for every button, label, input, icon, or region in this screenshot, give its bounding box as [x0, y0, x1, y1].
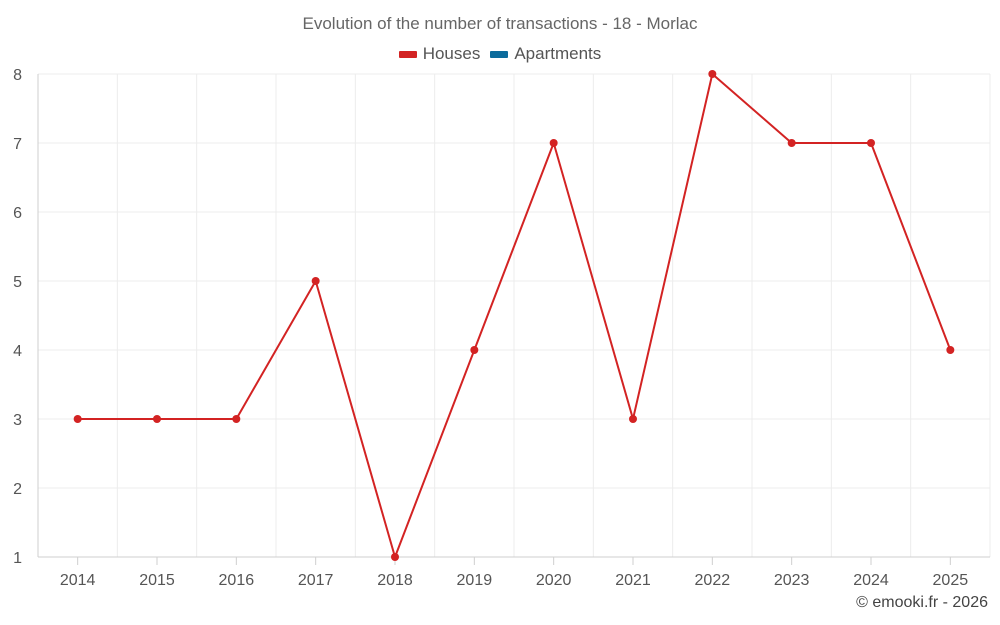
- data-point-houses[interactable]: [232, 415, 241, 423]
- series-layer: [73, 70, 955, 561]
- credit-text: © emooki.fr - 2026: [856, 594, 988, 611]
- x-tick-label: 2019: [457, 572, 493, 589]
- chart-title: Evolution of the number of transactions …: [302, 14, 698, 33]
- legend-item-houses[interactable]: Houses: [398, 44, 481, 64]
- legend: Houses Apartments: [0, 44, 1000, 64]
- y-tick-label: 4: [13, 343, 22, 360]
- x-tick-label: 2025: [933, 572, 969, 589]
- legend-label-houses: Houses: [422, 44, 481, 63]
- y-tick-label: 3: [13, 412, 22, 429]
- x-tick-label: 2020: [536, 572, 572, 589]
- data-point-houses[interactable]: [867, 139, 875, 147]
- x-tick-label: 2017: [298, 572, 334, 589]
- x-tick-label: 2024: [853, 572, 889, 589]
- x-tick-label: 2014: [60, 572, 96, 589]
- x-axis: 2014 2015 2016 2017 2018 2019 2020 2021 2022 2023…: [60, 557, 968, 589]
- legend-item-apartments[interactable]: Apartments: [490, 44, 601, 64]
- data-point-houses[interactable]: [153, 415, 161, 423]
- data-point-houses[interactable]: [549, 139, 558, 147]
- x-tick-label: 2022: [695, 572, 731, 589]
- x-tick-label: 2018: [377, 572, 413, 589]
- x-tick-label: 2015: [139, 572, 175, 589]
- y-tick-label: 8: [13, 67, 22, 84]
- series-line-houses: [77, 73, 952, 558]
- data-point-houses[interactable]: [787, 139, 796, 147]
- data-point-houses[interactable]: [946, 346, 955, 354]
- data-point-houses[interactable]: [73, 415, 82, 423]
- y-axis: 1 2 3 4 5 6 7 8: [13, 67, 22, 567]
- legend-swatch-houses: [398, 50, 417, 58]
- legend-swatch-apartments: [490, 50, 509, 58]
- data-point-houses[interactable]: [470, 346, 479, 354]
- x-tick-label: 2023: [774, 572, 810, 589]
- x-tick-label: 2016: [219, 572, 255, 589]
- y-tick-label: 7: [13, 136, 22, 153]
- x-tick-label: 2021: [615, 572, 651, 589]
- y-tick-label: 6: [13, 205, 22, 222]
- data-point-houses[interactable]: [391, 553, 399, 561]
- data-point-houses[interactable]: [629, 415, 637, 423]
- y-tick-label: 1: [13, 550, 22, 567]
- y-tick-label: 5: [13, 274, 22, 291]
- data-point-houses[interactable]: [311, 277, 320, 285]
- y-tick-label: 2: [13, 481, 22, 498]
- legend-label-apartments: Apartments: [514, 44, 602, 63]
- grid-lines: [37, 73, 991, 558]
- data-point-houses[interactable]: [708, 70, 717, 78]
